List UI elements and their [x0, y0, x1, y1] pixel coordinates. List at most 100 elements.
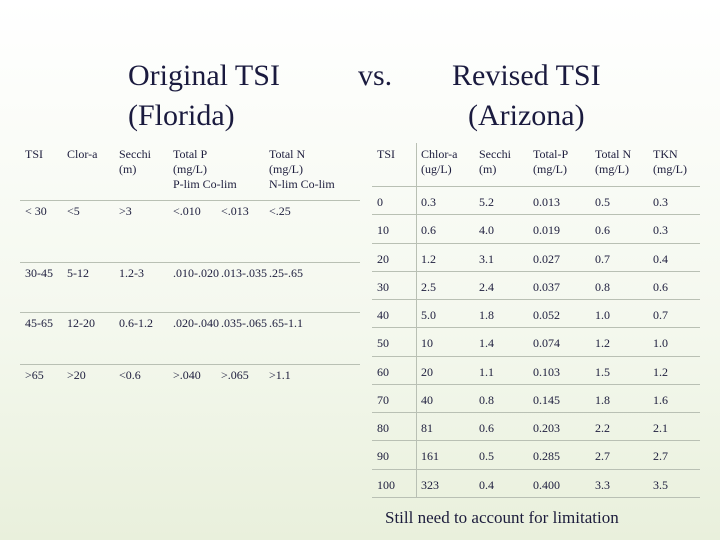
- table-cell: 5.0: [421, 308, 436, 323]
- table-cell: 100: [377, 477, 395, 492]
- table-cell: 0.3: [653, 195, 668, 209]
- row-line: [372, 327, 700, 329]
- row-line: [372, 299, 700, 301]
- table-cell: 30-45: [25, 266, 53, 280]
- cell-text: P-lim Co-lim: [173, 177, 237, 191]
- cell-text: Chlor-a: [421, 147, 458, 161]
- vs: vs.: [358, 59, 393, 92]
- table-cell: 1.2: [595, 336, 610, 351]
- table-cell: 0.7: [653, 308, 668, 323]
- table-cell: 10: [377, 223, 389, 238]
- table-cell: Clor-a: [62, 143, 114, 200]
- cell-text: (m): [119, 162, 137, 176]
- table-cell: 81: [421, 421, 433, 436]
- title-line: Revised TSI: [452, 59, 601, 92]
- table-cell: 0.5: [479, 449, 494, 464]
- table-cell: 1.0: [595, 308, 610, 323]
- table-cell: <.010: [173, 204, 201, 218]
- table-cell: 0.8: [479, 392, 494, 407]
- table-cell: 1.1: [479, 364, 494, 379]
- row-line: [372, 355, 700, 357]
- footnote: Still need to account for limitation: [385, 508, 619, 527]
- table-cell: 0.074: [533, 336, 560, 351]
- cell-text: Total N: [269, 147, 306, 161]
- left-title: Original TSI (Florida): [128, 56, 280, 136]
- table-cell: 0.052: [533, 308, 560, 323]
- table-cell: 0.8: [595, 279, 610, 294]
- table-cell: 1.2: [421, 251, 436, 266]
- row-line: [372, 468, 700, 470]
- table-cell: 0.4: [653, 251, 668, 266]
- table-cell: <5: [67, 204, 80, 218]
- table-cell: 3.3: [595, 477, 610, 492]
- cell-text: Total-P: [533, 147, 569, 161]
- table-cell: >.040: [173, 368, 201, 382]
- table-cell: 1.6: [653, 392, 668, 407]
- table-cell: Secchi (m): [474, 143, 528, 186]
- table-cell: < 30: [25, 204, 47, 218]
- table-cell: 0.6: [421, 223, 436, 238]
- table-cell: 0.037: [533, 279, 560, 294]
- table-cell: 1.5: [595, 364, 610, 379]
- title-line: (Florida): [128, 99, 235, 132]
- table-cell: 3.1: [479, 251, 494, 266]
- table-cell: 0.103: [533, 364, 560, 379]
- table-cell: 50: [377, 336, 389, 351]
- table-cell: 40: [421, 392, 433, 407]
- table-cell: 0.6: [653, 279, 668, 294]
- table-cell: 10: [421, 336, 433, 351]
- table-cell: .013-.035: [221, 266, 267, 280]
- table-cell: 20: [421, 364, 433, 379]
- table-cell: 0.027: [533, 251, 560, 266]
- table-cell: 1.8: [479, 308, 494, 323]
- table-cell: 3.5: [653, 477, 668, 492]
- table-cell: 2.1: [653, 421, 668, 436]
- table-cell: 0.203: [533, 421, 560, 436]
- table-cell: 161: [421, 449, 439, 464]
- table-cell: Total P (mg/L) P-lim Co-lim: [168, 143, 264, 200]
- table-cell: 0.6: [595, 223, 610, 238]
- row-line: [20, 262, 360, 263]
- row-line: [372, 214, 700, 216]
- table-cell: TSI: [20, 143, 62, 200]
- table-cell: 0.285: [533, 449, 560, 464]
- row-line: [372, 440, 700, 442]
- table-cell: Secchi (m): [114, 143, 168, 200]
- cell-text: Total P: [173, 147, 208, 161]
- cell-text: TKN: [653, 147, 678, 161]
- table-cell: 1.2-3: [119, 266, 144, 280]
- row-line: [372, 270, 700, 272]
- row-line: [372, 186, 700, 187]
- table-cell: 45-65: [25, 316, 53, 330]
- table-cell: 4.0: [479, 223, 494, 238]
- table-cell: .65-1.1: [269, 316, 303, 330]
- table-cell: Chlor-a (ug/L): [416, 143, 474, 186]
- table-cell: 5.2: [479, 195, 494, 209]
- table-cell: 2.7: [653, 449, 668, 464]
- table-cell: 0.5: [595, 195, 610, 209]
- cell-text: Secchi: [119, 147, 151, 161]
- table-cell: <.25: [269, 204, 291, 218]
- table-cell: 1.0: [653, 336, 668, 351]
- table-cell: 1.2: [653, 364, 668, 379]
- cell-text: (mg/L): [173, 162, 207, 176]
- table-cell: 0.6-1.2: [119, 316, 153, 330]
- table-cell: TKN (mg/L): [648, 143, 700, 186]
- cell-text: (ug/L): [421, 162, 452, 176]
- table-cell: 40: [377, 308, 389, 323]
- row-line: [20, 312, 360, 313]
- table-cell: 0.019: [533, 223, 560, 238]
- table-cell: 60: [377, 364, 389, 379]
- table-cell: 0.7: [595, 251, 610, 266]
- table-cell: 0.3: [653, 223, 668, 238]
- table-cell: 0.013: [533, 195, 560, 209]
- table-cell: .035-.065: [221, 316, 267, 330]
- row-line: [372, 242, 700, 244]
- cell-text: Secchi: [479, 147, 511, 161]
- cell-text: Total N: [595, 147, 632, 161]
- cell-text: (mg/L): [653, 162, 687, 176]
- row-line: [372, 497, 700, 498]
- table-cell: 20: [377, 251, 389, 266]
- table-cell: 1.4: [479, 336, 494, 351]
- table-cell: 0.400: [533, 477, 560, 492]
